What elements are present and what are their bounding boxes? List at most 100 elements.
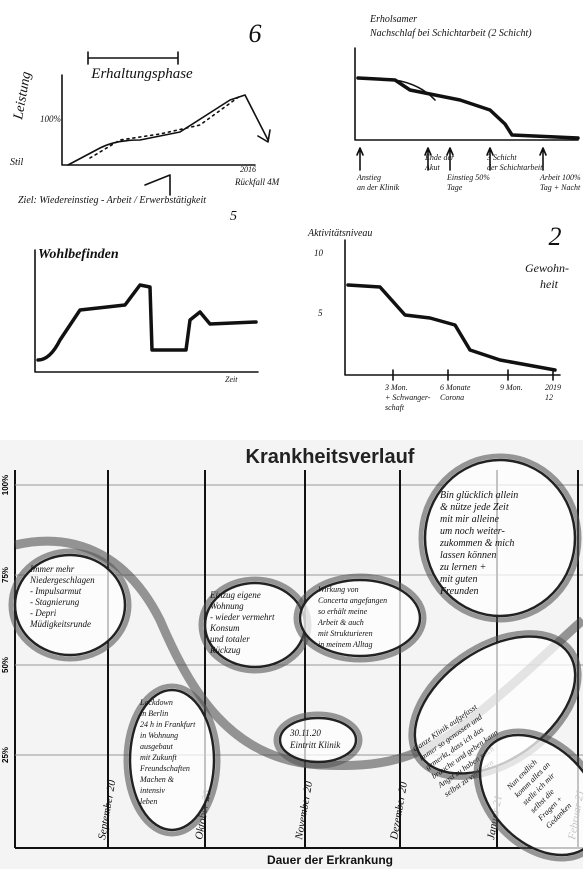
axes bbox=[344, 239, 561, 376]
x-label: 3 Mon. bbox=[384, 383, 408, 392]
note-line: um noch weiter- bbox=[440, 526, 505, 537]
annotation: Arbeit 100% bbox=[539, 173, 581, 182]
axes bbox=[354, 47, 579, 141]
arrow bbox=[539, 147, 547, 171]
annotation: 3 Schicht bbox=[486, 153, 517, 162]
note-line: - Stagnierung bbox=[30, 597, 80, 607]
note-line: Freundschaften bbox=[139, 764, 190, 773]
note-line: & nütze jede Zeit bbox=[440, 502, 509, 513]
note-line: mit guten bbox=[440, 574, 478, 585]
note-line: in Wohnung bbox=[140, 731, 178, 740]
note-line: Einzug eigene bbox=[209, 590, 261, 600]
annotation: Tag + Nacht bbox=[540, 183, 581, 192]
curve-thin bbox=[394, 79, 436, 101]
note-bubble bbox=[128, 688, 216, 832]
note-outline bbox=[123, 683, 221, 837]
y-top: 100% bbox=[40, 114, 61, 124]
title: Erholsamer bbox=[369, 14, 417, 25]
note-bubble bbox=[13, 553, 127, 657]
arrow bbox=[486, 147, 494, 171]
arrow bbox=[144, 174, 171, 196]
curve bbox=[356, 76, 580, 140]
mark: 5 bbox=[230, 209, 237, 224]
note-line: so erhält meine bbox=[318, 607, 368, 616]
sketch-1: 6 Erhaltungsphase Leistung 100% Stil 201… bbox=[10, 19, 280, 206]
note-line: Bin glücklich allein bbox=[440, 490, 518, 501]
sketch-label: Aktivitätsniveau bbox=[307, 228, 372, 239]
note-line: leben bbox=[140, 797, 157, 806]
x-label: 6 Monate bbox=[440, 383, 471, 392]
note-line: und totaler bbox=[210, 634, 250, 644]
y-tick-label: 75% bbox=[1, 567, 10, 583]
note-line: mit Zukunft bbox=[140, 753, 177, 762]
x-label: + Schwanger- bbox=[385, 393, 431, 402]
y-label: Leistung bbox=[11, 71, 34, 122]
sketch-4: Aktivitätsniveau 2 Gewohn- heit 10 5 3 M… bbox=[307, 222, 569, 412]
sketch-label: Erhaltungsphase bbox=[90, 66, 193, 82]
note: Bin glücklich allein& nütze jede Zeitmit… bbox=[439, 490, 518, 597]
annotation: der Schichtarbeit bbox=[487, 163, 543, 172]
arrow bbox=[446, 147, 454, 171]
axes bbox=[61, 74, 256, 166]
sketch-2: Erholsamer Nachschlaf bei Schichtarbeit … bbox=[354, 14, 581, 192]
note: 30.11.20 Eintritt Klinik bbox=[289, 728, 341, 750]
note-line: - wieder vermehrt bbox=[210, 612, 275, 622]
note-line: Konsum bbox=[209, 623, 240, 633]
annotation: Akut bbox=[424, 163, 440, 172]
chart-title: Krankheitsverlauf bbox=[246, 446, 415, 468]
arrow bbox=[424, 147, 432, 171]
y-top: 10 bbox=[314, 248, 324, 258]
side-note: Gewohn- bbox=[525, 261, 569, 275]
chart: Krankheitsverlauf 100%75%50%25%September… bbox=[0, 440, 583, 869]
note-line: Eintritt Klinik bbox=[289, 740, 341, 750]
sketch-label: Wohlbefinden bbox=[38, 247, 119, 262]
note-line: Wirkung von bbox=[318, 585, 359, 594]
bracket bbox=[87, 51, 179, 65]
note-line: mit Strukturieren bbox=[318, 629, 373, 638]
note-bubble bbox=[423, 458, 577, 618]
note-line: mit mir alleine bbox=[440, 514, 499, 525]
sketch-3: Wohlbefinden Zeit 5 bbox=[34, 209, 259, 384]
x-label: 12 bbox=[545, 393, 553, 402]
note-outline bbox=[8, 548, 132, 662]
note-line: zukommen & mich bbox=[439, 538, 514, 549]
x-label: 2019 bbox=[545, 383, 561, 392]
end-note: Rückfall 4M bbox=[234, 177, 280, 187]
note-line: Rückzug bbox=[209, 645, 241, 655]
curve-dotted bbox=[89, 95, 241, 159]
note-bubble bbox=[478, 733, 583, 857]
note-line: Lockdown bbox=[139, 698, 173, 707]
y-tick-label: 100% bbox=[1, 475, 10, 495]
note-line: in meinem Alltag bbox=[318, 640, 373, 649]
note-line: Immer mehr bbox=[29, 564, 75, 574]
note-line: Wohnung bbox=[210, 601, 244, 611]
sketch-number: 2 bbox=[549, 222, 562, 251]
note-line: lassen können bbox=[440, 550, 496, 561]
note-line: Freunden bbox=[439, 586, 479, 597]
x-end: 2016 bbox=[240, 165, 256, 174]
annotation: Ende der bbox=[424, 153, 455, 162]
axes bbox=[34, 249, 259, 373]
note: Wirkung von Concerta angefangen so erhält … bbox=[317, 585, 387, 649]
annotation: an der Klinik bbox=[357, 183, 400, 192]
y-tick-label: 50% bbox=[1, 657, 10, 673]
note-bubble bbox=[298, 578, 422, 658]
annotation: Einstieg 50% bbox=[446, 173, 490, 182]
title: Nachschlaf bei Schichtarbeit (2 Schicht) bbox=[369, 28, 532, 39]
x-axis-title: Dauer der Erkrankung bbox=[267, 853, 393, 867]
x-label: schaft bbox=[385, 403, 405, 412]
note-line: Müdigkeitsrunde bbox=[29, 619, 91, 629]
note-line: Arbeit & auch bbox=[317, 618, 364, 627]
note-outline bbox=[273, 711, 363, 769]
x-label: Corona bbox=[440, 393, 464, 402]
note-line: 30.11.20 bbox=[289, 728, 321, 738]
note-outline bbox=[418, 453, 582, 623]
note-line: intensiv bbox=[140, 786, 165, 795]
note-line: - Impulsarmut bbox=[30, 586, 82, 596]
x-label: Zeit bbox=[225, 375, 238, 384]
y-tick-label: 25% bbox=[1, 747, 10, 763]
y-bottom: Stil bbox=[10, 157, 24, 168]
note-line: - Depri bbox=[30, 608, 57, 618]
